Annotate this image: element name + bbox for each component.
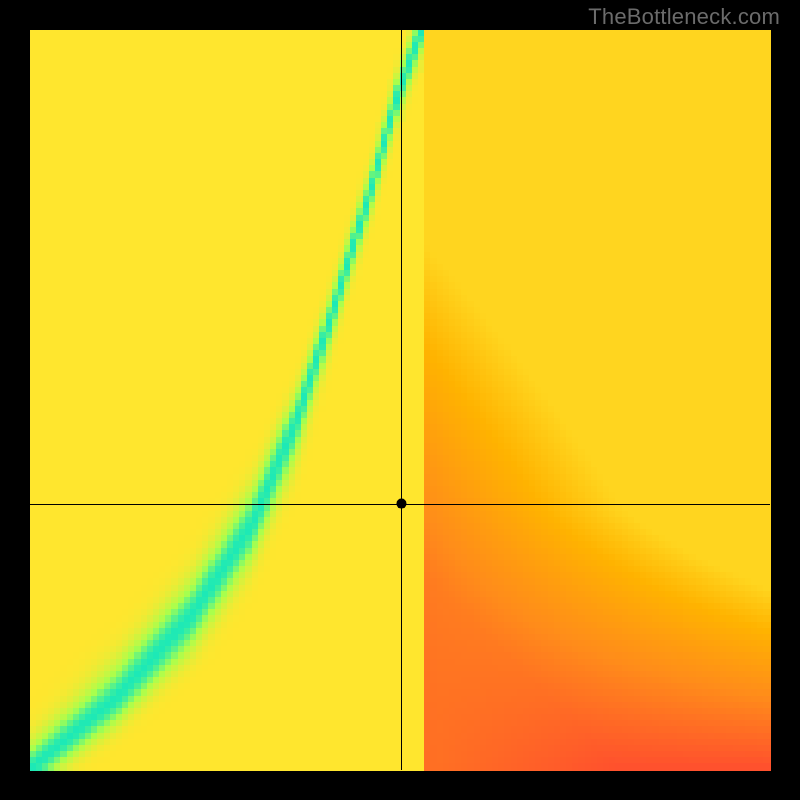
watermark-text: TheBottleneck.com: [588, 4, 780, 30]
chart-container: TheBottleneck.com: [0, 0, 800, 800]
heatmap-canvas: [0, 0, 800, 800]
